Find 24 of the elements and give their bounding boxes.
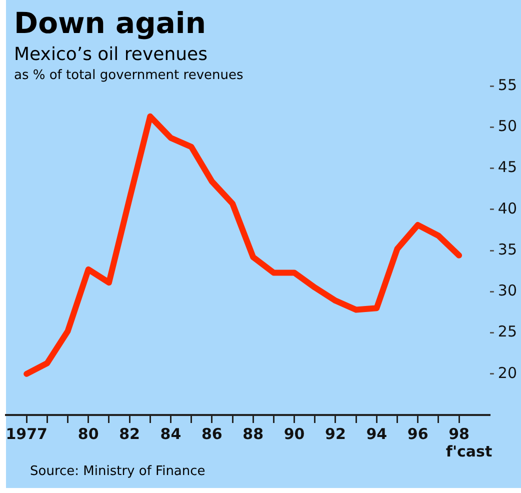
x-tick-label: 94 bbox=[366, 424, 388, 443]
chart-title: Down again bbox=[14, 6, 206, 40]
source-note: Source: Ministry of Finance bbox=[30, 464, 206, 479]
y-tick-label: 20 bbox=[498, 364, 518, 382]
x-tick-label: 98 bbox=[448, 424, 470, 443]
y-tick-label: 25 bbox=[498, 322, 518, 341]
x-tick-label: 88 bbox=[242, 424, 264, 443]
x-tick-label: 90 bbox=[284, 424, 305, 443]
y-tick-label: 40 bbox=[498, 199, 518, 218]
x-tick-label: 96 bbox=[407, 424, 428, 443]
text: f'cast bbox=[446, 442, 492, 460]
y-tick-label: 35 bbox=[498, 240, 518, 258]
y-tick-label: 45 bbox=[498, 158, 518, 176]
x-tick-label: 82 bbox=[119, 424, 140, 443]
y-tick-label: 50 bbox=[498, 117, 518, 136]
x-tick-label: 92 bbox=[325, 424, 346, 443]
y-tick-label: 55 bbox=[498, 76, 518, 94]
x-tick-label: 86 bbox=[201, 424, 222, 443]
y-axis-title: as % of total government revenues bbox=[14, 68, 244, 83]
x-tick-label: 80 bbox=[78, 424, 99, 443]
y-tick-label: 30 bbox=[498, 282, 518, 300]
x-tick-label: 1977 bbox=[6, 424, 48, 443]
x-tick-label: 84 bbox=[160, 424, 182, 443]
chart-subtitle: Mexico’s oil revenues bbox=[14, 44, 208, 65]
